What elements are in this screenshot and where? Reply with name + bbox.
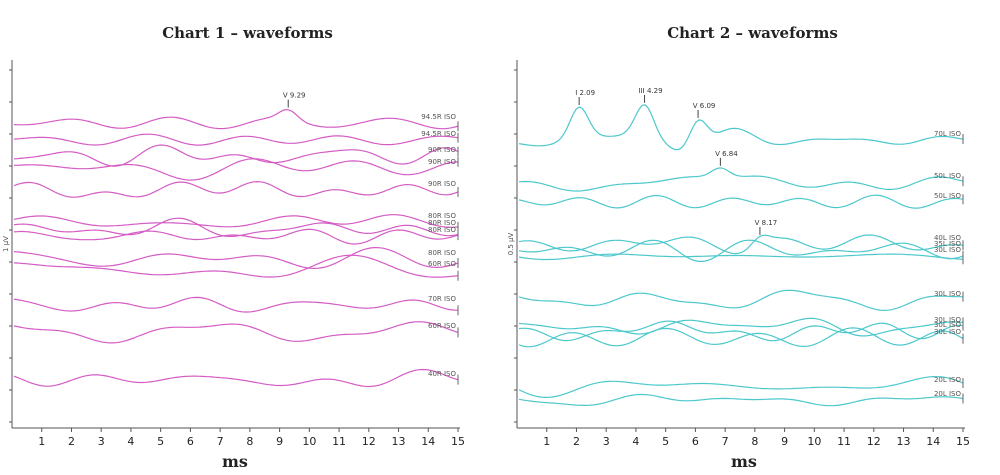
series-label: 30L ISO xyxy=(934,290,962,298)
x-tick-label: 6 xyxy=(692,435,699,448)
series-label: 50L ISO xyxy=(934,172,962,180)
series-label: 90R ISO xyxy=(428,146,457,154)
x-tick-label: 13 xyxy=(392,435,406,448)
series-label: 80R ISO xyxy=(428,249,457,257)
waveform-line xyxy=(518,320,964,342)
waveform-line xyxy=(518,167,964,192)
series-label: 20L ISO xyxy=(934,376,962,384)
series-label: 80R ISO xyxy=(428,219,457,227)
series-label: 30L ISO xyxy=(934,328,962,336)
waveform-line xyxy=(518,327,964,348)
x-tick-label: 2 xyxy=(573,435,580,448)
series-label: 20L ISO xyxy=(934,390,962,398)
x-tick-label: 1 xyxy=(38,435,45,448)
waveform-line xyxy=(518,393,964,407)
waveform-line xyxy=(13,108,459,130)
x-tick-label: 5 xyxy=(157,435,164,448)
x-tick-label: 3 xyxy=(98,435,105,448)
x-tick-label: 13 xyxy=(897,435,911,448)
series-label: 60R ISO xyxy=(428,260,457,268)
chart-1-xlabel: ms xyxy=(222,452,248,471)
x-tick-label: 9 xyxy=(781,435,788,448)
waveform-line xyxy=(13,158,459,181)
series-label: 94.5R ISO xyxy=(421,130,456,138)
scale-label: 0.5 µV xyxy=(507,232,515,255)
waveform-line xyxy=(13,144,459,167)
series-label: 50L ISO xyxy=(934,192,962,200)
series-label: 30L ISO xyxy=(934,321,962,329)
peak-label: V 6.84 xyxy=(715,150,738,158)
x-tick-label: 7 xyxy=(722,435,729,448)
waveform-line xyxy=(518,104,964,151)
waveform-line xyxy=(13,321,459,344)
series-label: 70L ISO xyxy=(934,130,962,138)
x-tick-label: 5 xyxy=(662,435,669,448)
x-tick-label: 14 xyxy=(926,435,940,448)
peak-label: I 2.09 xyxy=(575,89,595,97)
x-tick-label: 4 xyxy=(127,435,134,448)
x-tick-label: 8 xyxy=(751,435,758,448)
peak-label: V 9.29 xyxy=(283,92,306,100)
waveform-line xyxy=(13,228,459,245)
chart-1-title: Chart 1 – waveforms xyxy=(162,24,333,42)
waveform-line xyxy=(518,239,964,262)
x-tick-label: 15 xyxy=(451,435,465,448)
x-tick-label: 2 xyxy=(68,435,75,448)
x-tick-label: 12 xyxy=(362,435,376,448)
waveform-line xyxy=(518,289,963,312)
peak-label: V 6.09 xyxy=(693,102,716,110)
series-label: 35L ISO xyxy=(934,240,962,248)
waveform-line xyxy=(518,234,964,255)
series-label: 40R ISO xyxy=(428,370,457,378)
scale-label: 1 µV xyxy=(2,236,10,252)
chart-2-title: Chart 2 – waveforms xyxy=(667,24,838,42)
x-tick-label: 4 xyxy=(632,435,639,448)
waveform-line xyxy=(518,376,964,399)
x-tick-label: 3 xyxy=(603,435,610,448)
waveform-line xyxy=(13,180,459,198)
x-tick-label: 11 xyxy=(837,435,851,448)
waveform-line xyxy=(13,214,459,228)
x-tick-label: 7 xyxy=(217,435,224,448)
series-label: 94.5R ISO xyxy=(421,113,456,121)
waveform-line xyxy=(13,133,459,146)
x-tick-label: 12 xyxy=(867,435,881,448)
waveform-line xyxy=(13,368,459,388)
waveform-line xyxy=(13,217,459,237)
x-tick-label: 14 xyxy=(421,435,435,448)
x-tick-label: 8 xyxy=(246,435,253,448)
series-label: 30L ISO xyxy=(934,316,962,324)
x-tick-label: 10 xyxy=(807,435,821,448)
series-label: 30L ISO xyxy=(934,246,962,254)
x-tick-label: 6 xyxy=(187,435,194,448)
waveform-line xyxy=(13,247,459,270)
series-label: 90R ISO xyxy=(428,158,457,166)
series-label: 90R ISO xyxy=(428,180,457,188)
series-label: 60R ISO xyxy=(428,322,457,330)
x-tick-label: 15 xyxy=(956,435,970,448)
waveform-line xyxy=(518,317,964,337)
waveform-line xyxy=(13,254,459,278)
peak-label: III 4.29 xyxy=(639,87,663,95)
chart-panel-2: Chart 2 – waveforms 0.5 µV 1 2 3 4 5 6 7 8 9 10 11 1… xyxy=(505,0,1000,475)
chart-2-xlabel: ms xyxy=(731,452,757,471)
series-label: 40L ISO xyxy=(934,234,962,242)
waveform-line xyxy=(518,253,964,261)
x-tick-label: 1 xyxy=(543,435,550,448)
chart-panel-1: Chart 1 – waveforms 1 µV 1 2 3 4 5 6 7 8 9 10 11 12 1… xyxy=(0,0,495,475)
series-label: 80R ISO xyxy=(428,226,457,234)
series-label: 70R ISO xyxy=(428,295,457,303)
series-label: 80R ISO xyxy=(428,212,457,220)
x-tick-label: 11 xyxy=(332,435,346,448)
waveform-line xyxy=(518,194,964,209)
waveform-line xyxy=(13,296,458,313)
peak-label: V 8.17 xyxy=(755,219,778,227)
x-tick-label: 10 xyxy=(302,435,316,448)
x-tick-label: 9 xyxy=(276,435,283,448)
